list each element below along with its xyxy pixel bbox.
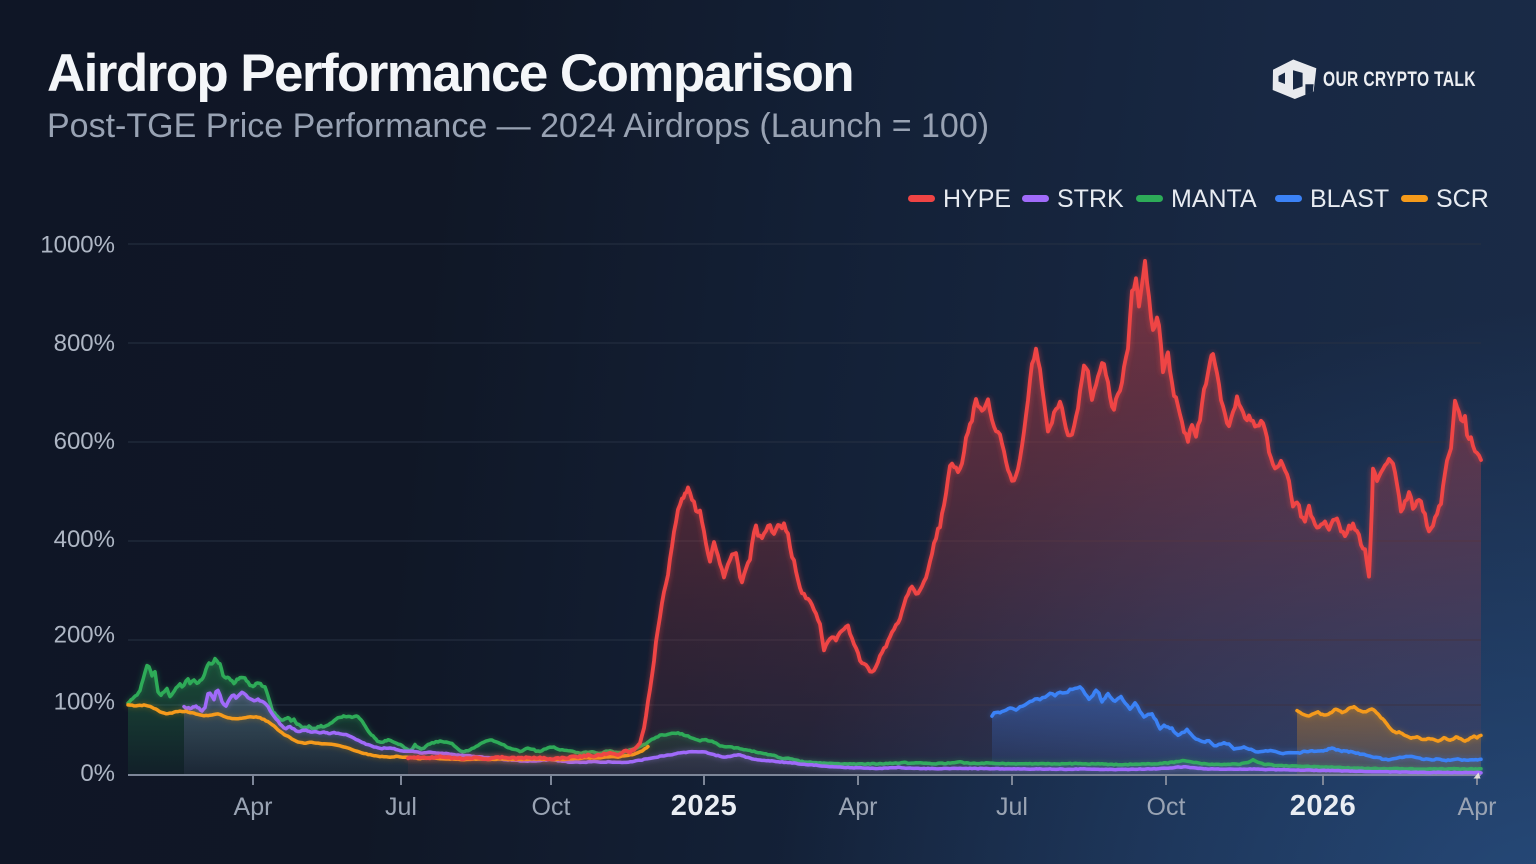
svg-text:Oct: Oct — [1147, 793, 1186, 821]
svg-text:200%: 200% — [54, 622, 115, 649]
svg-text:Apr: Apr — [839, 793, 878, 821]
svg-text:2025: 2025 — [671, 790, 738, 822]
svg-text:Jul: Jul — [996, 793, 1028, 821]
svg-text:0%: 0% — [80, 760, 115, 787]
svg-text:Apr: Apr — [234, 793, 273, 821]
svg-text:2026: 2026 — [1290, 790, 1357, 822]
svg-text:800%: 800% — [54, 330, 115, 357]
svg-text:400%: 400% — [54, 526, 115, 553]
svg-text:Jul: Jul — [385, 793, 417, 821]
svg-text:1000%: 1000% — [40, 232, 115, 259]
svg-text:600%: 600% — [54, 428, 115, 455]
svg-text:Oct: Oct — [532, 793, 571, 821]
svg-text:Apr: Apr — [1458, 793, 1497, 821]
svg-text:100%: 100% — [54, 689, 115, 716]
